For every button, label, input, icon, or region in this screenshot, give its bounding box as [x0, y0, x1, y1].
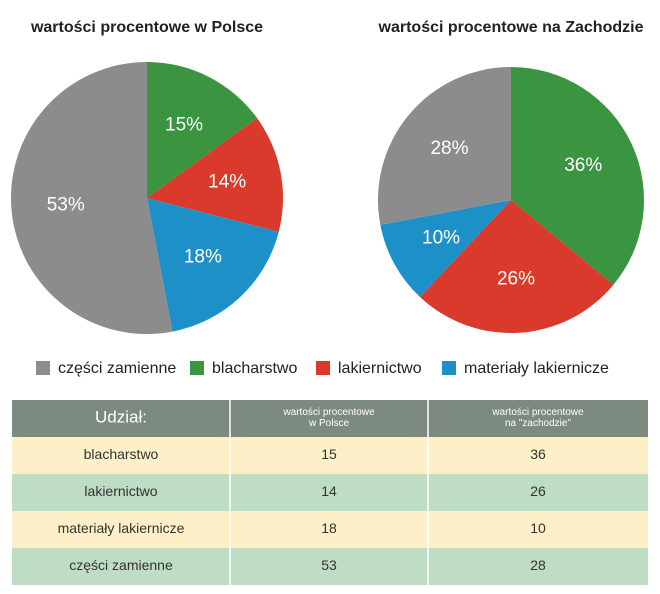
pie-slice [380, 200, 511, 297]
pie-slice [147, 118, 283, 232]
table-cell: 28 [530, 557, 546, 573]
table-cell: lakiernictwo [84, 483, 157, 499]
slice-label: 14% [208, 172, 246, 193]
table-cell: 15 [321, 446, 337, 462]
chart-title: wartości procentowe na Zachodzie [378, 19, 644, 36]
pie-slice [419, 200, 614, 334]
legend-swatch [316, 361, 330, 375]
slice-label: 28% [430, 138, 468, 159]
pie-slice [511, 67, 645, 285]
table-cell: części zamienne [69, 557, 173, 573]
legend-swatch [190, 361, 204, 375]
table-row-bg [12, 511, 648, 548]
pie-slice [147, 62, 258, 198]
table-cell: blacharstwo [84, 446, 159, 462]
legend-label: części zamienne [58, 360, 176, 377]
pie-slice [377, 67, 511, 225]
legend-label: lakiernictwo [338, 360, 422, 377]
chart-title: wartości procentowe w Polsce [30, 19, 263, 36]
table-cell: 36 [530, 446, 546, 462]
table-cell: 26 [530, 483, 546, 499]
table-header: Udział: [95, 407, 147, 426]
slice-label: 26% [497, 269, 535, 290]
table-cell: 14 [321, 483, 337, 499]
table-header: na "zachodzie" [505, 418, 571, 429]
legend-label: blacharstwo [212, 360, 297, 377]
table-row-bg [12, 437, 648, 474]
slice-label: 53% [47, 195, 85, 216]
table-header-bg [12, 400, 648, 437]
table-cell: 53 [321, 557, 337, 573]
table-header: w Polsce [308, 418, 349, 429]
legend-swatch [36, 361, 50, 375]
pie-slice [11, 62, 173, 334]
table-header: wartości procentowe [282, 407, 375, 418]
slice-label: 10% [422, 227, 460, 248]
table-cell: 18 [321, 520, 337, 536]
table-cell: 10 [530, 520, 546, 536]
legend-label: materiały lakiernicze [464, 360, 609, 377]
table-header: wartości procentowe [491, 407, 584, 418]
pie-slice [147, 198, 279, 332]
slice-label: 15% [165, 114, 203, 135]
table-cell: materiały lakiernicze [58, 520, 185, 536]
table-row-bg [12, 474, 648, 511]
legend-swatch [442, 361, 456, 375]
slice-label: 18% [184, 246, 222, 267]
slice-label: 36% [564, 155, 602, 176]
table-row-bg [12, 548, 648, 585]
